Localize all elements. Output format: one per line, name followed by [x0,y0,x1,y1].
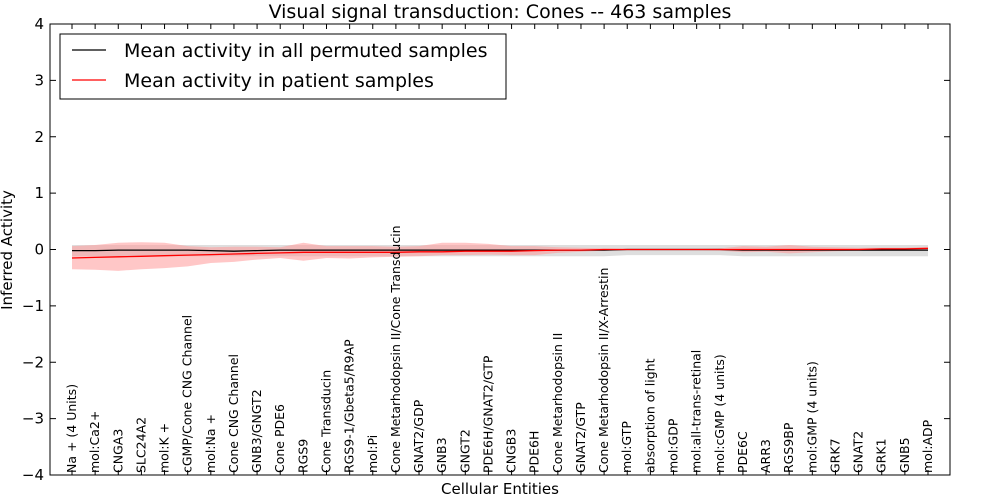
x-tick-label: absorption of light [642,358,657,473]
y-tick-label: −2 [22,353,44,371]
x-tick-label: GNAT2/GTP [573,402,588,473]
x-tick-label: GRK7 [827,438,842,473]
y-tick-label: −3 [22,410,44,428]
x-tick-label: Cone Transducin [318,370,333,473]
x-tick-label: CNGB3 [504,429,519,473]
y-axis-label: Inferred Activity [0,190,16,310]
x-tick-label: PDE6H [527,431,542,473]
legend-label-permuted: Mean activity in all permuted samples [124,40,487,62]
legend-box [59,33,507,100]
x-tick-label: Cone PDE6 [272,404,287,473]
x-tick-label: cGMP/Cone CNG Channel [180,315,195,473]
x-tick-label: Na + (4 Units) [64,384,79,473]
x-tick-label: mol:Pi [365,435,380,473]
legend: Mean activity in all permuted samples Me… [59,33,507,100]
x-tick-label: mol:K + [157,423,172,473]
legend-label-patient: Mean activity in patient samples [124,70,434,92]
x-tick-label: Cone Metarhodopsin II/X-Arrestin [596,268,611,473]
y-tick-label: 4 [34,15,44,33]
x-tick-label: RGS9BP [781,422,796,473]
y-tick-label: 2 [34,128,44,146]
x-tick-label: ARR3 [758,439,773,473]
x-tick-label: RGS9 [295,439,310,473]
x-tick-label: RGS9-1/Gbeta5/R9AP [342,339,357,473]
x-tick-label: GNB3 [434,437,449,473]
y-tick-label: 0 [34,241,44,259]
x-tick-label: GNAT2 [851,431,866,473]
y-tick-label: 1 [34,184,44,202]
x-tick-label: PDE6C [735,431,750,473]
x-tick-label: GNAT2/GDP [411,399,426,473]
y-tick-label: 3 [34,71,44,89]
x-tick-label: mol:GTP [619,421,634,473]
x-tick-label: mol:ADP [920,419,935,473]
x-tick-label: mol:GMP (4 units) [804,361,819,473]
x-tick-label: GRK1 [874,438,889,473]
x-tick-label: mol:all-trans-retinal [689,350,704,473]
x-tick-label: mol:Na + [203,414,218,473]
y-tick-label: −4 [22,466,44,484]
x-tick-label: PDE6H/GNAT2/GTP [480,355,495,473]
y-tick-label: −1 [22,297,44,315]
x-tick-label: SLC24A2 [133,417,148,473]
x-tick-label: GNB3/GNGT2 [249,389,264,473]
x-tick-label: Cone Metarhodopsin II/Cone Transducin [388,225,403,473]
x-tick-label: GNB5 [897,437,912,473]
x-tick-label: mol:GDP [666,418,681,473]
chart-title: Visual signal transduction: Cones -- 463… [269,1,732,23]
series-line-1 [71,247,929,259]
x-axis-label: Cellular Entities [441,480,559,498]
x-tick-label: mol:cGMP (4 units) [712,354,727,473]
x-tick-label: GNGT2 [457,429,472,473]
x-tick-label: Cone CNG Channel [226,354,241,473]
x-tick-label: mol:Ca2+ [87,411,102,473]
x-tick-label: Cone Metarhodopsin II [550,333,565,473]
x-tick-label: CNGA3 [110,429,125,473]
